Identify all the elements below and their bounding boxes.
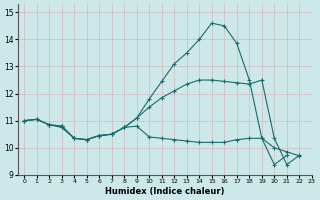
X-axis label: Humidex (Indice chaleur): Humidex (Indice chaleur) <box>105 187 225 196</box>
